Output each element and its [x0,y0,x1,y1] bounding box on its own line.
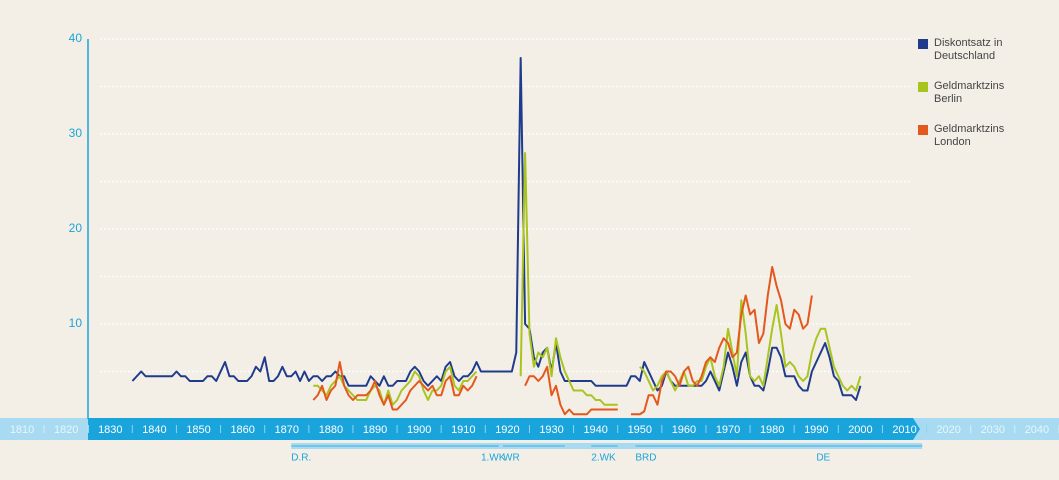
x-tick-label: 1820 [54,424,78,436]
series-line [131,57,862,401]
period-label: BRD [635,453,656,464]
period-label: DE [816,453,830,464]
x-tick-label: 1980 [760,424,784,436]
x-tick-label: 1910 [451,424,475,436]
period-label: D.R. [291,453,311,464]
y-tick-label: 40 [69,31,83,45]
legend-item: Diskontsatz in Deutschland [918,37,1028,63]
x-tick-label: 1890 [363,424,387,436]
legend-label: Diskontsatz in Deutschland [934,37,1003,62]
x-tick-label: 2040 [1025,424,1049,436]
series-line [313,152,862,406]
x-tick-label: 1940 [583,424,607,436]
x-tick-label: 2020 [936,424,960,436]
legend: Diskontsatz in Deutschland Geldmarktzins … [918,37,1028,166]
legend-label: Geldmarktzins Berlin [934,80,1005,105]
x-tick-label: 1880 [319,424,343,436]
x-tick-label: 1830 [98,424,122,436]
series-line [312,266,813,416]
y-tick-label: 10 [69,316,83,330]
period-label: 2.WK [591,453,616,464]
legend-item: Geldmarktzins Berlin [918,80,1028,106]
x-tick-label: 1950 [628,424,652,436]
legend-item: Geldmarktzins London [918,123,1028,149]
y-tick-label: 20 [69,221,83,235]
x-tick-label: 1850 [186,424,210,436]
x-tick-label: 1810 [10,424,34,436]
legend-swatch [918,39,928,49]
x-tick-label: 1900 [407,424,431,436]
x-tick-label: 2030 [981,424,1005,436]
period-label: WR [503,453,520,464]
x-tick-label: 1840 [142,424,166,436]
x-tick-label: 2010 [892,424,916,436]
legend-label: Geldmarktzins London [934,123,1005,148]
x-tick-label: 2000 [848,424,872,436]
x-tick-label: 1960 [672,424,696,436]
x-tick-label: 1930 [539,424,563,436]
x-tick-label: 1970 [716,424,740,436]
x-tick-label: 1990 [804,424,828,436]
x-tick-label: 1920 [495,424,519,436]
timeline-band [88,418,920,440]
legend-swatch [918,82,928,92]
x-tick-label: 1860 [230,424,254,436]
y-tick-label: 30 [69,126,83,140]
legend-swatch [918,125,928,135]
x-tick-label: 1870 [275,424,299,436]
period-label: 1.WK [481,453,506,464]
